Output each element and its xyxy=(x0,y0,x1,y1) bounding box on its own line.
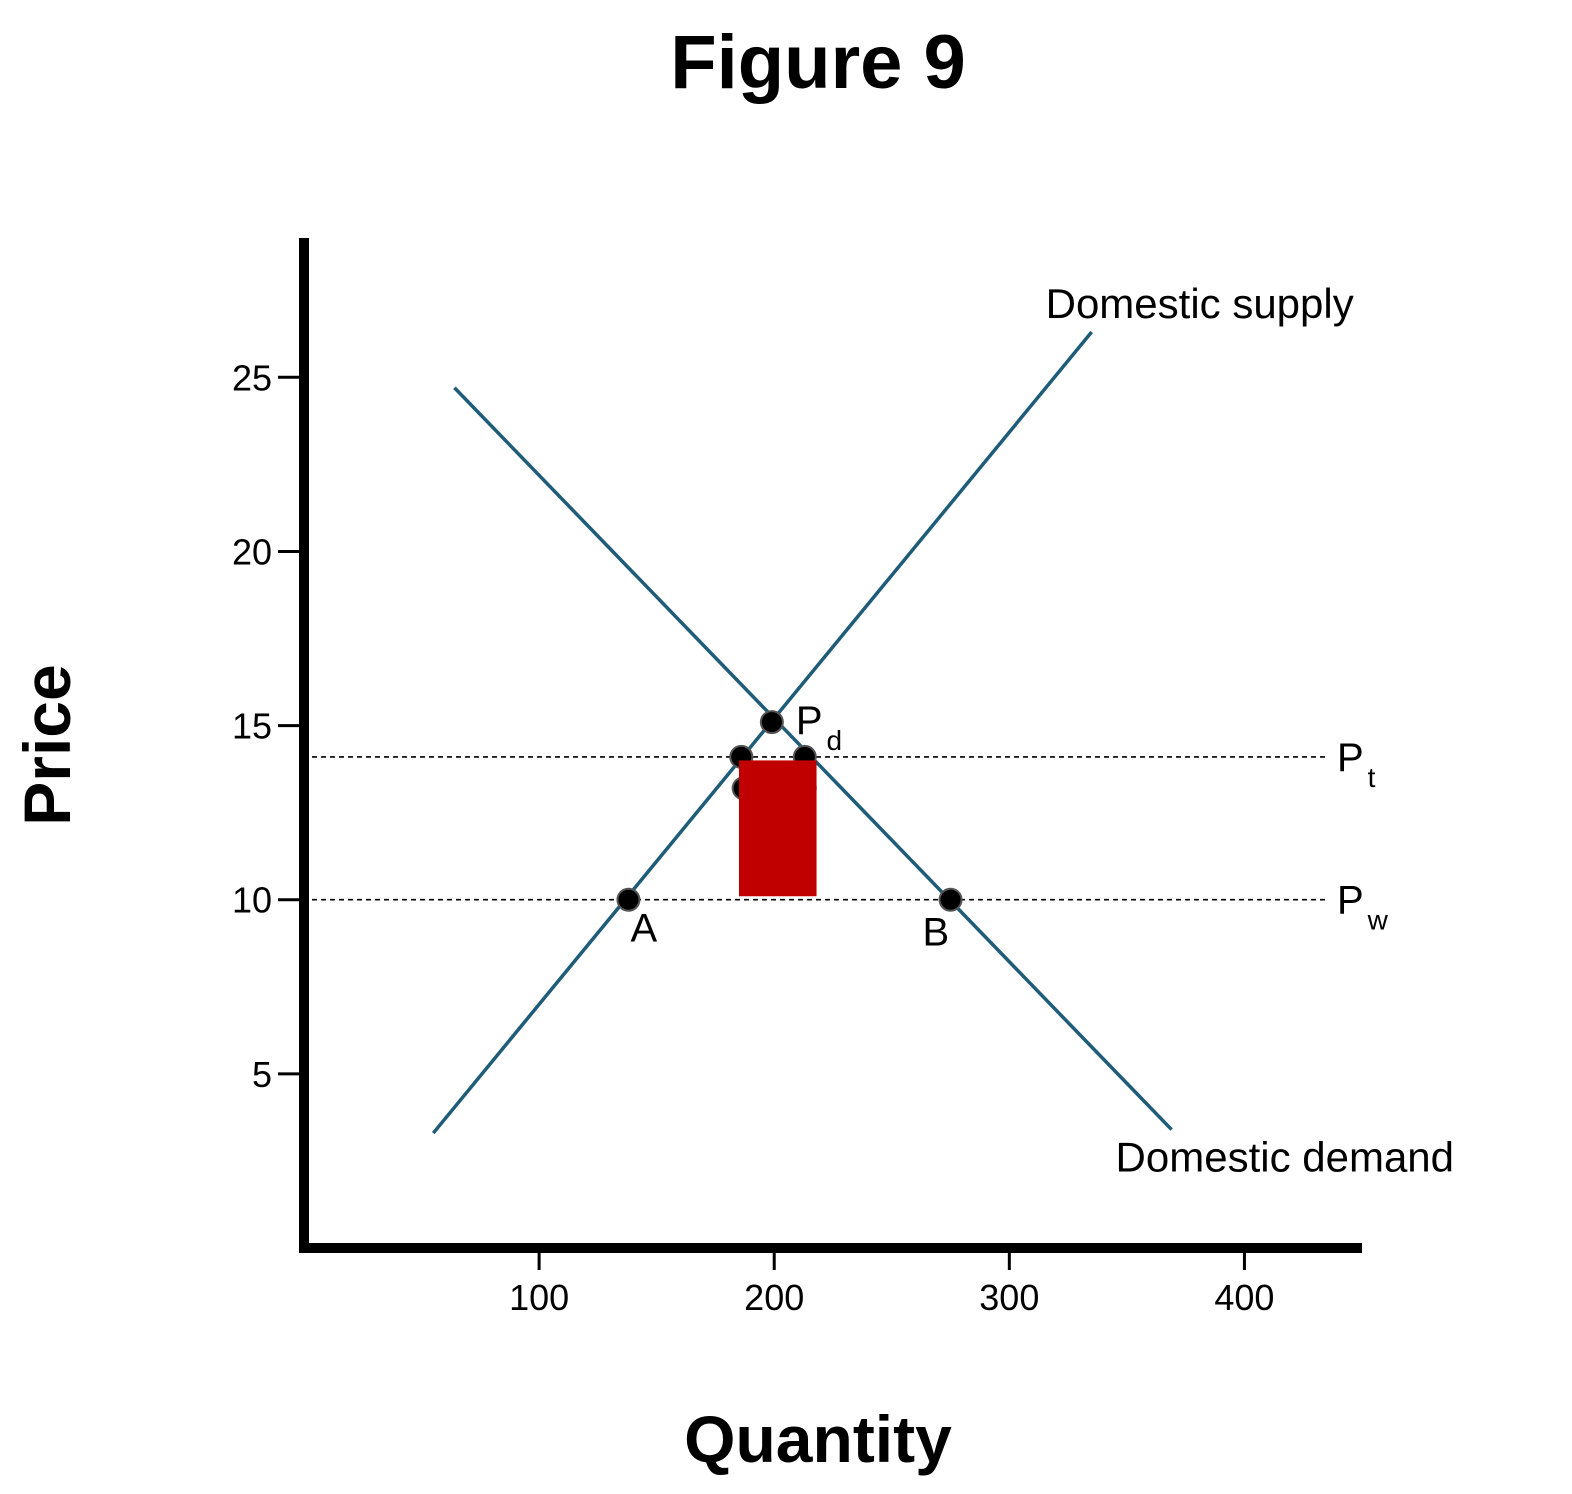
y-tick-label-2: 15 xyxy=(232,706,272,747)
point-label-1-main: A xyxy=(630,907,657,951)
point-label-0-main: P xyxy=(796,699,823,743)
reference-label-0-sub: t xyxy=(1368,762,1376,793)
y-tick-label-0: 5 xyxy=(252,1054,272,1095)
x-axis-title: Quantity xyxy=(684,1402,952,1476)
x-tick-label-0: 100 xyxy=(509,1277,569,1318)
point-marker-1 xyxy=(616,887,641,912)
series-label-0: Domestic supply xyxy=(1046,280,1354,327)
y-tick-label-3: 20 xyxy=(232,531,272,572)
reference-label-0-main: P xyxy=(1337,736,1364,780)
series-label-1: Domestic demand xyxy=(1116,1134,1454,1181)
shaded-area xyxy=(738,760,817,897)
x-tick-label-3: 400 xyxy=(1214,1277,1274,1318)
reference-label-1-sub: w xyxy=(1367,905,1389,936)
point-label-2-main: B xyxy=(923,911,950,955)
x-tick-label-1: 200 xyxy=(744,1277,804,1318)
reference-label-1-main: P xyxy=(1337,879,1364,923)
point-label-0-sub: d xyxy=(827,725,843,756)
point-label-2: B xyxy=(923,911,950,955)
point-marker-0 xyxy=(759,710,784,735)
y-axis-title: Price xyxy=(10,664,84,825)
y-tick-label-1: 10 xyxy=(232,880,272,921)
point-marker-2 xyxy=(938,887,963,912)
x-tick-label-2: 300 xyxy=(979,1277,1039,1318)
series-line-0 xyxy=(431,330,1093,1135)
point-label-1: A xyxy=(630,907,657,951)
chart-title: Figure 9 xyxy=(670,20,966,105)
y-tick-label-4: 25 xyxy=(232,357,272,398)
